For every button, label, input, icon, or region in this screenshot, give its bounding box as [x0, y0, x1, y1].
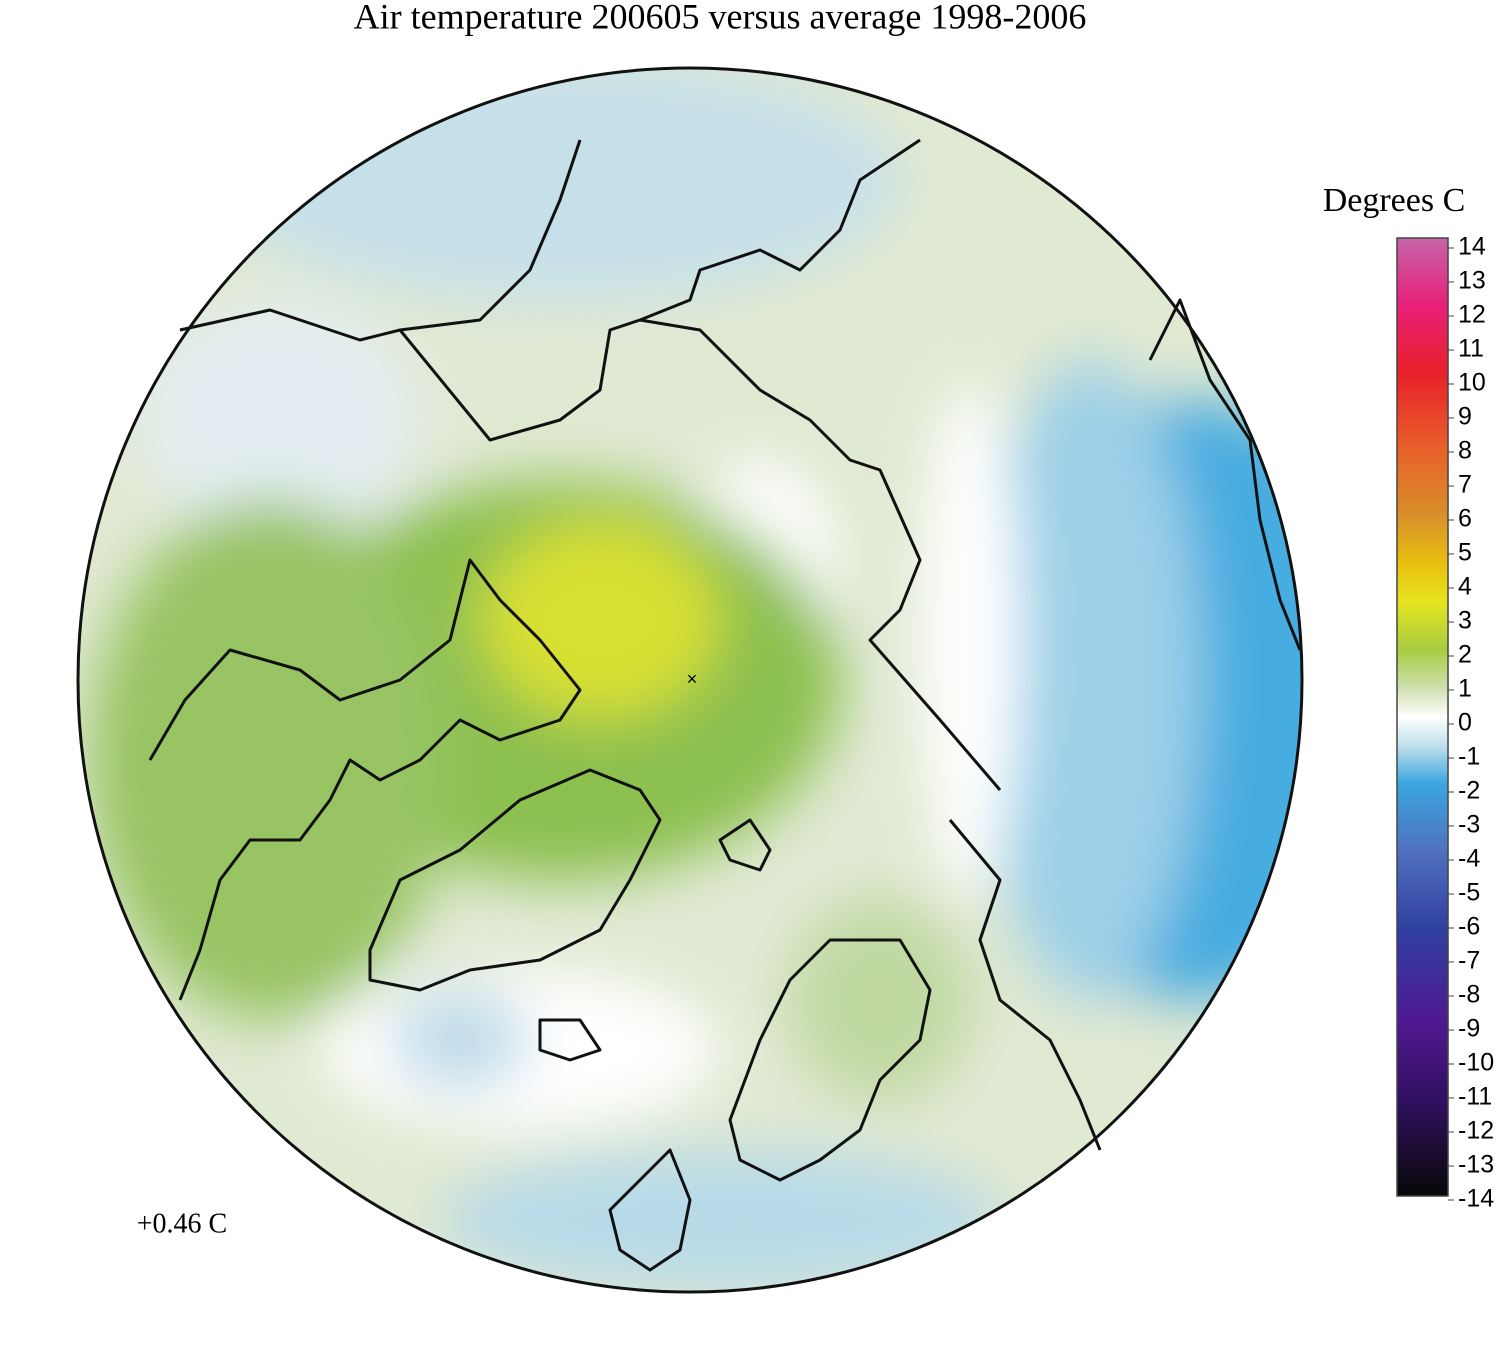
colorbar-tick-label: -11	[1458, 1083, 1492, 1111]
colorbar-tick-label: -12	[1458, 1117, 1494, 1145]
colorbar-tick-label: 4	[1458, 573, 1472, 601]
map-title: Air temperature 200605 versus average 19…	[354, 0, 1087, 36]
colorbar-tick-label: -4	[1458, 845, 1480, 873]
mean-anomaly: +0.46 C	[137, 1208, 227, 1239]
colorbar-tick-label: 11	[1458, 335, 1484, 363]
colorbar-tick-label: 10	[1458, 369, 1486, 397]
colorbar-tick-label: 9	[1458, 403, 1472, 431]
temperature-field	[78, 68, 1302, 1292]
colorbar-tick-label: -1	[1458, 743, 1480, 771]
colorbar-tick-label: 2	[1458, 641, 1472, 669]
colorbar-tick-label: -7	[1458, 947, 1480, 975]
colorbar-tick-label: -10	[1458, 1049, 1494, 1077]
colorbar-tick-label: 7	[1458, 471, 1472, 499]
colorbar-ticks: 14131211109876543210-1-2-3-4-5-6-7-8-9-1…	[1448, 233, 1494, 1213]
coastlines: ×	[76, 66, 1304, 1294]
colorbar-tick-label: -14	[1458, 1185, 1494, 1213]
colorbar-tick-label: 1	[1458, 675, 1472, 703]
colorbar-tick-label: 14	[1458, 233, 1486, 261]
colorbar-tick-label: 8	[1458, 437, 1472, 465]
colorbar-tick-label: 5	[1458, 539, 1472, 567]
colorbar-tick-label: -8	[1458, 981, 1480, 1009]
colorbar-tick-label: 6	[1458, 505, 1472, 533]
colorbar-tick-label: -2	[1458, 777, 1480, 805]
colorbar-label: Degrees C	[1323, 182, 1466, 219]
colorbar-tick-label: -13	[1458, 1151, 1494, 1179]
colorbar-tick-label: 13	[1458, 267, 1486, 295]
colorbar-tick-label: -6	[1458, 913, 1480, 941]
svg-text:×: ×	[687, 669, 698, 689]
colorbar-tick-label: 3	[1458, 607, 1472, 635]
colorbar-tick-label: -9	[1458, 1015, 1480, 1043]
colorbar-tick-label: -5	[1458, 879, 1480, 907]
colorbar-tick-label: -3	[1458, 811, 1480, 839]
colorbar	[1396, 237, 1449, 1197]
colorbar-tick-label: 12	[1458, 301, 1486, 329]
colorbar-tick-label: 0	[1458, 709, 1472, 737]
